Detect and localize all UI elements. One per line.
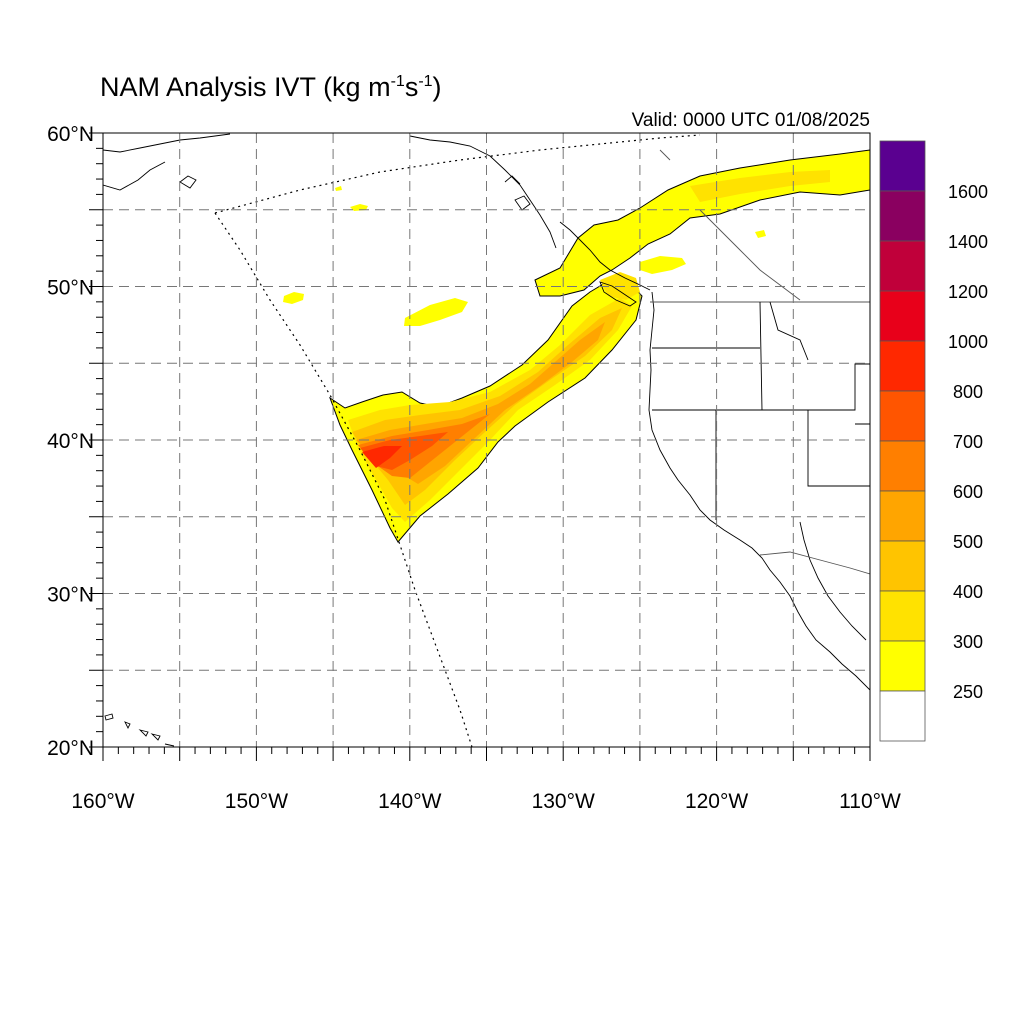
colorbar-swatch xyxy=(879,190,926,242)
colorbar-label: 300 xyxy=(953,632,983,652)
model-domain-boundary xyxy=(214,134,701,747)
ivt-300-region-north xyxy=(690,170,830,202)
lon-tick-label: 140°W xyxy=(378,790,441,813)
colorbar-label: 600 xyxy=(953,482,983,502)
baja-gulf-coast xyxy=(799,521,867,641)
lat-tick-label: 50°N xyxy=(47,277,94,300)
colorbar-swatch xyxy=(879,240,926,292)
colorbar-swatch xyxy=(879,490,926,542)
ivt-patch-f xyxy=(335,186,342,191)
lat-tick-label: 20°N xyxy=(47,737,94,760)
colorbar: 1600 1400 1200 1000 800 700 600 500 400 300 250 xyxy=(879,140,988,742)
lat-tick-label: 30°N xyxy=(47,584,94,607)
lon-tick-label: 110°W xyxy=(839,790,901,813)
axis-labels: 160°W 150°W 140°W 130°W 120°W 110°W 60°N 50°N 40… xyxy=(47,123,901,813)
hawaii-islands xyxy=(104,713,175,747)
lon-tick-label: 120°W xyxy=(685,790,748,813)
colorbar-swatch xyxy=(879,340,926,392)
valid-time-label: Valid: 0000 UTC 01/08/2025 xyxy=(631,110,870,131)
axis-ticks xyxy=(89,132,871,761)
canadian-interior xyxy=(659,149,801,301)
lon-tick-label: 150°W xyxy=(225,790,288,813)
state-borders xyxy=(652,301,870,520)
colorbar-label: 800 xyxy=(953,382,983,402)
colorbar-swatch xyxy=(879,540,926,592)
lat-tick-label: 40°N xyxy=(47,430,94,453)
colorbar-label: 1200 xyxy=(948,282,988,302)
colorbar-swatch xyxy=(879,140,926,192)
lat-tick-label: 60°N xyxy=(47,123,94,146)
colorbar-label: 1400 xyxy=(948,232,988,252)
alaska-coastline xyxy=(103,133,557,249)
colorbar-swatch xyxy=(879,390,926,442)
colorbar-label: 400 xyxy=(953,582,983,602)
bc-coastline xyxy=(504,175,651,291)
ivt-patch-b xyxy=(283,292,304,304)
colorbar-swatch xyxy=(879,640,926,692)
colorbar-label: 1000 xyxy=(948,332,988,352)
colorbar-label: 500 xyxy=(953,532,983,552)
us-mexico-border xyxy=(759,551,870,575)
lon-tick-label: 130°W xyxy=(532,790,595,813)
lon-tick-label: 160°W xyxy=(71,790,134,813)
colorbar-label: 700 xyxy=(953,432,983,452)
page-title: NAM Analysis IVT (kg m-1s-1) xyxy=(100,72,442,102)
vancouver-island xyxy=(599,281,637,307)
colorbar-label: 1600 xyxy=(948,182,988,202)
lat-lon-gridlines xyxy=(103,133,870,747)
colorbar-swatch xyxy=(879,690,926,742)
ivt-800-region xyxy=(362,446,402,468)
ivt-patch-d xyxy=(640,256,686,274)
ivt-patch-e xyxy=(755,230,766,238)
colorbar-swatch xyxy=(879,440,926,492)
ivt-patch-a xyxy=(404,298,468,326)
colorbar-label: 250 xyxy=(953,682,983,702)
colorbar-swatch xyxy=(879,290,926,342)
colorbar-swatch xyxy=(879,590,926,642)
